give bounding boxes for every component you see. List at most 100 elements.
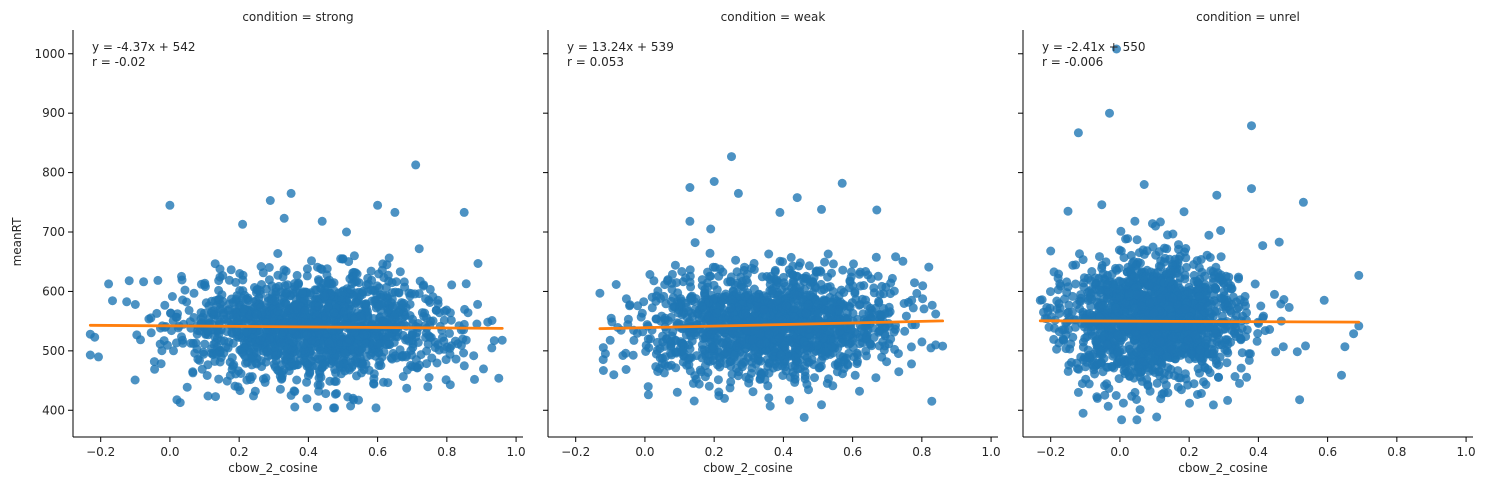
data-point [823, 249, 833, 259]
y-axis-label: meanRT [10, 217, 24, 266]
data-point [846, 267, 856, 277]
data-point [1050, 323, 1059, 333]
data-point [1354, 321, 1364, 331]
data-point [670, 260, 680, 270]
data-point [689, 396, 699, 406]
data-point [302, 394, 312, 404]
data-point [219, 348, 229, 358]
data-point [279, 327, 289, 337]
data-point [349, 327, 359, 337]
data-point [373, 200, 383, 210]
data-point [760, 374, 770, 384]
data-point [441, 355, 451, 365]
data-point [312, 361, 322, 371]
data-point [459, 207, 469, 217]
facet-title: condition = unrel [1196, 10, 1300, 24]
data-point [1184, 312, 1194, 322]
data-point [803, 324, 813, 334]
data-point [317, 216, 327, 226]
data-point [801, 341, 811, 351]
data-point [1194, 292, 1204, 301]
data-point [1183, 335, 1193, 345]
data-point [195, 326, 205, 336]
data-point [1079, 322, 1089, 332]
data-point [850, 370, 860, 380]
data-point [823, 282, 832, 292]
data-point [605, 335, 615, 345]
data-point [1278, 342, 1288, 352]
x-tick-label: 1.0 [1457, 445, 1476, 459]
data-point [1223, 395, 1233, 405]
data-point [349, 251, 359, 261]
data-point [1181, 253, 1191, 263]
data-point [1152, 412, 1162, 422]
data-point [323, 302, 333, 312]
data-point [227, 353, 237, 363]
data-point [1101, 257, 1111, 267]
data-point [459, 348, 469, 358]
data-point [849, 259, 858, 269]
data-point [300, 306, 310, 316]
data-point [1115, 292, 1125, 302]
data-point [741, 309, 750, 319]
data-point [423, 382, 433, 392]
data-point [1194, 312, 1203, 322]
data-point [1241, 301, 1250, 311]
data-point [712, 285, 722, 295]
y-tick-label: 400 [42, 403, 65, 417]
data-point [685, 271, 695, 281]
data-point [201, 298, 211, 308]
data-point [283, 305, 293, 315]
data-point [155, 339, 165, 349]
data-point [757, 272, 767, 282]
data-point [1240, 291, 1250, 301]
data-point [1238, 311, 1248, 321]
data-point [175, 398, 185, 408]
data-point [292, 349, 302, 359]
x-axis-label: cbow_2_cosine [1178, 461, 1268, 475]
data-point [286, 390, 296, 400]
data-point [1168, 293, 1178, 303]
data-point [1132, 235, 1142, 245]
data-point [1279, 295, 1289, 304]
x-tick-label: 1.0 [982, 445, 1001, 459]
data-point [1167, 345, 1177, 354]
data-point [653, 367, 663, 376]
data-point [338, 332, 348, 342]
data-point [885, 307, 895, 317]
data-point [1195, 302, 1205, 312]
data-point [1053, 273, 1063, 283]
data-point [1208, 400, 1218, 410]
data-point [286, 188, 296, 198]
data-point [894, 367, 904, 377]
x-tick-label: 0.6 [843, 445, 862, 459]
data-point [708, 262, 718, 272]
y-tick-label: 900 [42, 106, 65, 120]
data-point [1235, 378, 1244, 388]
data-point [708, 294, 718, 304]
data-point [862, 333, 872, 343]
data-point [433, 299, 443, 309]
data-point [1197, 325, 1207, 335]
data-point [732, 364, 742, 374]
data-point [859, 281, 869, 290]
data-point [279, 213, 289, 223]
data-point [927, 300, 937, 310]
data-point [1095, 252, 1104, 262]
data-point [425, 284, 435, 294]
data-point [1102, 339, 1112, 349]
data-point [1216, 226, 1226, 235]
data-point [461, 279, 471, 289]
data-point [690, 238, 700, 248]
data-point [609, 370, 619, 380]
data-point [347, 304, 356, 314]
data-point [1157, 389, 1167, 399]
data-point [1154, 247, 1164, 257]
data-point [152, 308, 162, 318]
data-point [906, 342, 916, 352]
data-point [1274, 237, 1284, 247]
data-point [378, 259, 388, 269]
data-point [169, 346, 178, 356]
data-point [1077, 379, 1087, 389]
data-point [232, 327, 241, 336]
